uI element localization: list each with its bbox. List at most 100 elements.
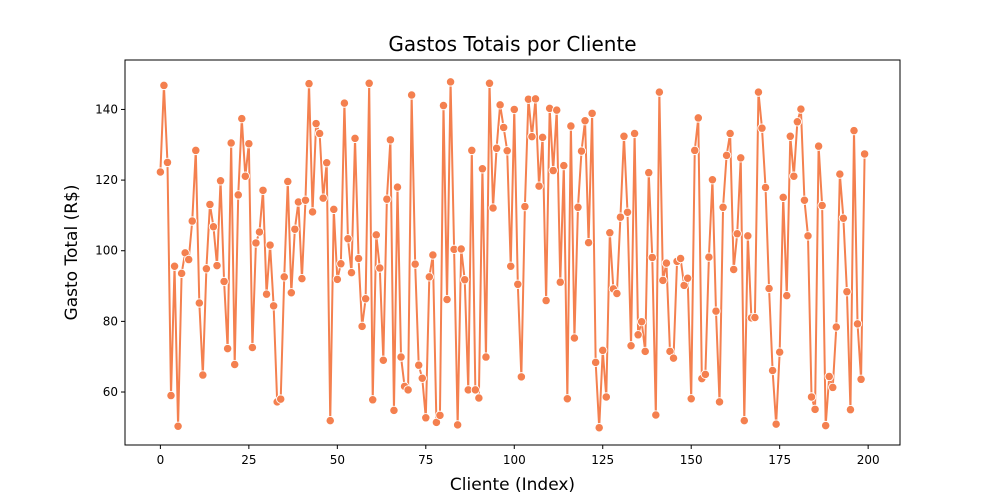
data-point <box>739 415 749 426</box>
data-point <box>311 118 321 129</box>
data-point <box>176 268 187 278</box>
data-point <box>219 276 229 287</box>
data-point <box>360 294 371 304</box>
data-point <box>382 194 392 204</box>
data-point <box>300 195 311 205</box>
data-point <box>495 100 505 110</box>
data-point <box>785 131 795 141</box>
data-point <box>155 167 166 177</box>
data-point <box>456 244 466 254</box>
data-point <box>803 231 813 241</box>
data-point <box>792 117 803 127</box>
data-point <box>208 222 219 232</box>
data-point <box>283 176 293 187</box>
x-tick-label: 25 <box>241 453 256 467</box>
data-point <box>552 105 562 115</box>
data-point <box>838 213 849 223</box>
data-point <box>782 290 792 301</box>
data-point <box>162 157 173 168</box>
y-axis: 60 80 100 120 140 <box>95 102 125 399</box>
x-tick-label: 50 <box>330 453 345 467</box>
data-point <box>230 359 240 370</box>
data-point <box>364 78 374 88</box>
data-point <box>810 404 820 414</box>
data-point <box>828 382 838 393</box>
data-point <box>169 261 180 271</box>
data-point <box>509 104 519 115</box>
data-point <box>265 240 275 250</box>
data-point <box>626 341 636 351</box>
data-point <box>205 199 215 210</box>
data-point <box>598 345 608 355</box>
data-point <box>421 413 431 423</box>
data-point <box>187 216 197 226</box>
data-point <box>725 128 735 139</box>
data-point <box>350 133 360 144</box>
data-point <box>757 123 767 133</box>
data-point <box>835 169 845 179</box>
data-point <box>612 288 622 299</box>
data-point <box>460 275 470 285</box>
data-point <box>541 295 551 306</box>
data-point <box>251 238 261 248</box>
data-point <box>484 78 495 88</box>
data-point <box>438 100 449 111</box>
y-tick-label: 120 <box>95 173 118 187</box>
data-point <box>385 135 396 145</box>
data-point <box>403 385 413 395</box>
data-point <box>700 369 711 380</box>
data-point <box>729 264 739 275</box>
data-point <box>488 203 498 213</box>
data-point <box>640 346 650 357</box>
data-point <box>778 192 788 203</box>
data-point <box>353 253 364 264</box>
data-point <box>594 423 604 433</box>
data-point <box>711 306 721 316</box>
data-point <box>718 202 728 212</box>
data-point <box>414 360 424 370</box>
data-point <box>166 390 176 401</box>
data-point <box>806 392 817 402</box>
data-point <box>767 365 778 376</box>
x-axis-label: Cliente (Index) <box>450 475 575 495</box>
data-point <box>332 274 342 284</box>
data-point <box>743 231 753 241</box>
data-point <box>159 80 169 91</box>
x-tick-label: 75 <box>418 453 433 467</box>
data-point <box>704 252 714 262</box>
data-point <box>392 182 403 192</box>
data-point <box>562 394 572 404</box>
data-point <box>339 98 350 108</box>
data-point <box>587 108 597 118</box>
plot-frame <box>124 59 901 446</box>
data-point <box>290 224 300 234</box>
data-point <box>555 277 565 287</box>
data-point <box>481 352 491 362</box>
data-point <box>329 204 339 215</box>
data-point <box>343 234 353 244</box>
data-point <box>173 421 183 431</box>
data-point <box>831 322 841 332</box>
y-tick-label: 60 <box>103 385 118 399</box>
data-point <box>378 355 388 365</box>
data-point <box>693 113 703 123</box>
data-point <box>559 160 569 171</box>
y-tick-label: 140 <box>95 102 118 116</box>
data-point <box>297 273 307 284</box>
data-point <box>537 132 548 143</box>
x-axis: 0 25 50 75 100 125 150 175 200 <box>157 445 880 467</box>
data-point <box>842 287 852 297</box>
data-point <box>605 228 615 238</box>
data-point <box>467 145 477 156</box>
data-point <box>817 200 827 211</box>
data-point <box>357 321 367 331</box>
data-point <box>502 146 512 156</box>
data-point <box>750 312 760 323</box>
data-point <box>389 405 399 416</box>
data-point <box>530 94 541 104</box>
data-point <box>527 131 537 142</box>
data-point <box>764 283 774 294</box>
data-point <box>629 128 640 139</box>
data-point <box>428 250 438 260</box>
